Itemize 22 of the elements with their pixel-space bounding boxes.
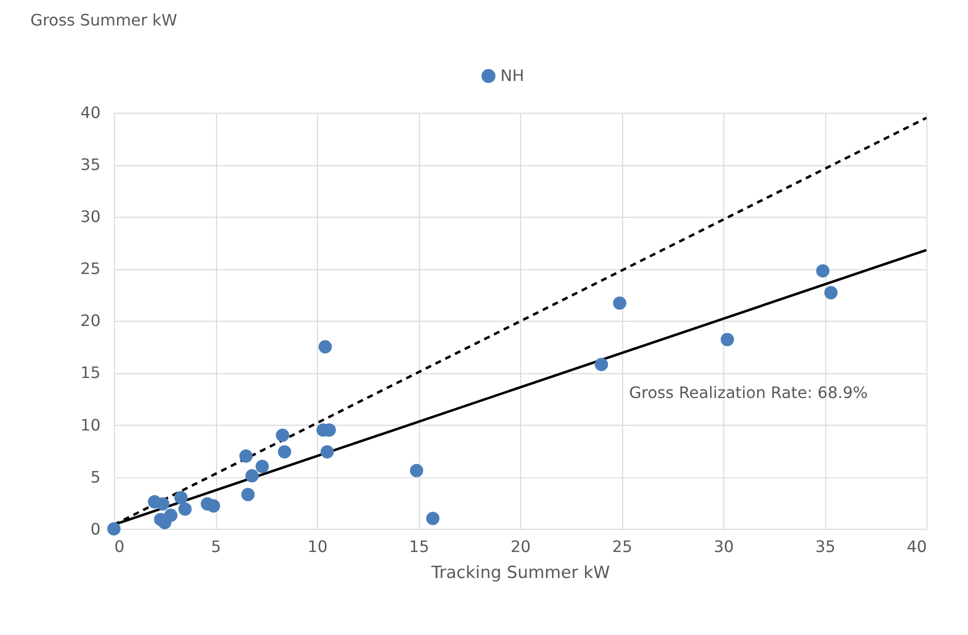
y-tick-label: 15 xyxy=(80,363,101,382)
x-tick-label: 35 xyxy=(815,537,836,556)
y-tick-label: 25 xyxy=(80,259,101,278)
x-tick-label: 20 xyxy=(510,537,531,556)
x-tick-label: 5 xyxy=(210,537,222,556)
x-tick-label: 40 xyxy=(906,537,927,556)
y-tick-label: 10 xyxy=(80,415,101,434)
x-tick-label: 30 xyxy=(714,537,734,556)
y-tick-label: 30 xyxy=(80,207,101,226)
y-tick-label: 0 xyxy=(90,519,101,538)
annotation: Gross Realization Rate: 68.9% xyxy=(629,383,868,402)
x-tick-label: 25 xyxy=(612,537,632,556)
y-tick-label: 5 xyxy=(90,467,101,486)
x-tick-label: 0 xyxy=(114,537,125,556)
y-tick-label: 40 xyxy=(80,103,101,122)
x-axis-title: Tracking Summer kW xyxy=(430,562,610,582)
x-tick-label: 15 xyxy=(409,537,430,556)
y-axis-title: Gross Summer kW xyxy=(30,10,178,30)
legend-label: NH xyxy=(500,66,524,86)
y-tick-label: 20 xyxy=(80,311,101,330)
x-tick-label: 10 xyxy=(307,537,328,556)
y-tick-label: 35 xyxy=(80,155,101,174)
